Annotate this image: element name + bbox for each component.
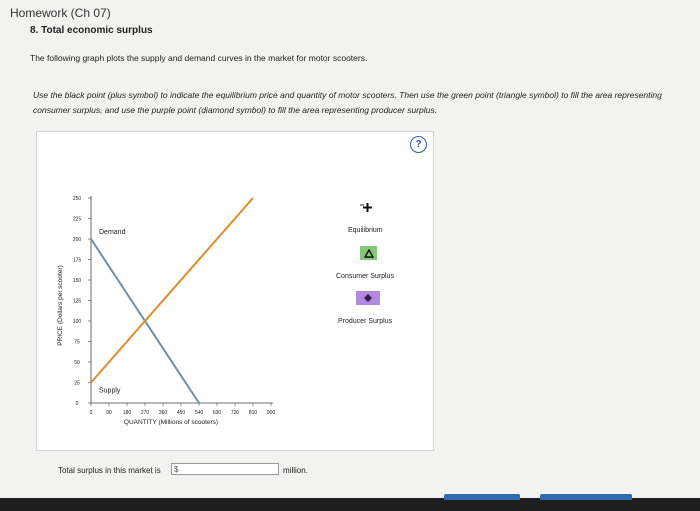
page-header-title: Homework (Ch 07) [10,6,111,20]
nav-button-left[interactable] [444,494,520,500]
x-tick-label: 720 [231,410,240,416]
y-tick-label: 200 [73,237,82,243]
y-tick-label: 50 [74,360,80,366]
x-tick-label: 810 [249,410,258,416]
y-tick-label: 250 [73,196,82,202]
x-tick-label: 450 [177,410,186,416]
consumer-surplus-label: Consumer Surplus [336,273,394,280]
total-surplus-unit: million. [283,466,308,475]
consumer-surplus-tool[interactable] [360,246,377,260]
total-surplus-label: Total surplus in this market is [58,466,161,475]
total-surplus-input[interactable]: $ [171,463,279,475]
x-axis-label: QUANTITY (Millions of scooters) [124,419,218,426]
bottom-bar [0,498,700,511]
x-tick-label: 360 [159,410,168,416]
equilibrium-tool[interactable] [359,200,376,214]
x-tick-label: 90 [106,410,112,416]
demand-label: Demand [99,229,126,236]
supply-demand-graph[interactable]: 0 25 50 75 100 125 150 175 200 225 250 0 90 180 270 360… [36,131,432,449]
x-tick-label: 540 [195,410,204,416]
diamond-icon [364,294,372,302]
x-tick-label: 0 [90,410,93,416]
producer-surplus-tool[interactable] [356,291,380,305]
x-tick-label: 630 [213,410,222,416]
y-tick-label: 100 [73,319,82,325]
y-tick-label: 150 [73,278,82,284]
y-axis-label: PRICE (Dollars per scooter) [57,265,64,346]
question-title: 8. Total economic surplus [30,25,153,36]
y-tick-label: 175 [73,258,82,264]
triangle-icon [363,248,374,258]
equilibrium-label: Equilibrium [348,227,383,234]
x-tick-label: 180 [123,410,132,416]
y-tick-label: 0 [76,401,79,407]
plus-icon [360,203,372,212]
y-tick-label: 75 [74,340,80,346]
y-tick-label: 225 [73,217,82,223]
producer-surplus-label: Producer Surplus [338,318,393,325]
question-instructions: Use the black point (plus symbol) to ind… [33,90,662,115]
help-icon[interactable]: ? [410,136,427,153]
supply-curve [90,197,254,384]
y-tick-label: 125 [73,299,82,305]
x-tick-label: 900 [267,410,276,416]
y-tick-label: 25 [74,381,80,387]
supply-label: Supply [99,388,121,395]
x-tick-label: 270 [141,410,150,416]
nav-button-right[interactable] [540,494,632,500]
question-intro: The following graph plots the supply and… [30,53,368,63]
